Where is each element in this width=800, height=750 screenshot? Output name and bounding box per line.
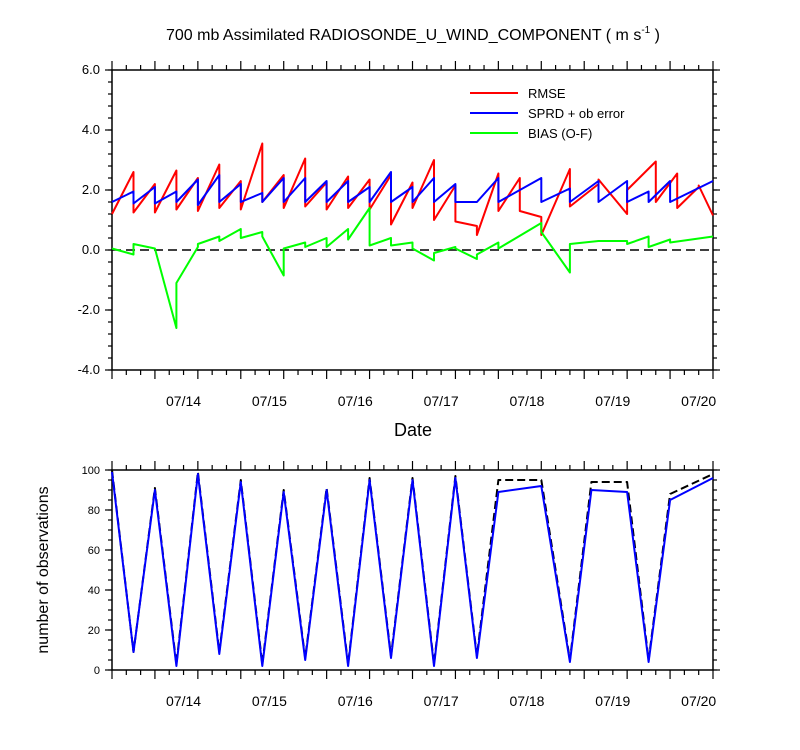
x-tick-label: 07/16 — [338, 693, 373, 709]
x-tick-label: 07/14 — [166, 693, 201, 709]
x-tick-label: 07/15 — [252, 693, 287, 709]
y-tick-label: -2.0 — [78, 302, 100, 317]
top-series — [111, 142, 714, 329]
x-tick-label: 07/16 — [338, 393, 373, 409]
y-tick-label: 60 — [88, 545, 100, 557]
series-line-observations-possible — [111, 469, 714, 665]
chart-title: 700 mb Assimilated RADIOSONDE_U_WIND_COM… — [166, 25, 660, 44]
x-tick-label: 07/17 — [424, 393, 459, 409]
x-tick-label: 07/14 — [166, 393, 201, 409]
y-tick-label: 6.0 — [82, 62, 100, 77]
legend-label: SPRD + ob error — [528, 106, 625, 121]
x-tick-label: 07/18 — [509, 393, 544, 409]
y-tick-label: 20 — [88, 625, 100, 637]
y-tick-label: 4.0 — [82, 122, 100, 137]
y-tick-label: -4.0 — [78, 362, 100, 377]
y-axis-label-observations: number of observations — [35, 486, 52, 653]
bottom-series — [111, 469, 714, 667]
x-tick-label: 07/17 — [424, 693, 459, 709]
y-tick-label: 2.0 — [82, 182, 100, 197]
y-tick-label: 40 — [88, 585, 100, 597]
top-axis-ticks: -4.0 -2.0 0.0 2.0 4.0 6.0 07/14 07/15 07/16 07/17… — [78, 61, 720, 409]
x-tick-label: 07/19 — [595, 393, 630, 409]
series-line-sprd-ob-error — [111, 171, 714, 206]
x-tick-label: 07/20 — [681, 393, 716, 409]
y-tick-label: 0.0 — [82, 242, 100, 257]
legend: RMSE SPRD + ob error BIAS (O-F) — [470, 86, 625, 141]
x-tick-label: 07/15 — [252, 393, 287, 409]
series-line-rmse — [111, 142, 714, 236]
series-line-observations-used — [111, 471, 714, 667]
series-line-bias-o-f — [111, 207, 714, 329]
bottom-axis-ticks: 0 20 40 60 80 100 07/14 07/15 07/16 07/17 07/18 07/… — [82, 461, 720, 709]
x-tick-label: 07/20 — [681, 693, 716, 709]
y-tick-label: 80 — [88, 505, 100, 517]
y-tick-label: 100 — [82, 465, 100, 477]
legend-label: RMSE — [528, 86, 566, 101]
y-tick-label: 0 — [94, 665, 100, 677]
x-tick-label: 07/19 — [595, 693, 630, 709]
x-axis-label: Date — [394, 420, 432, 440]
legend-label: BIAS (O-F) — [528, 126, 592, 141]
x-tick-label: 07/18 — [509, 693, 544, 709]
